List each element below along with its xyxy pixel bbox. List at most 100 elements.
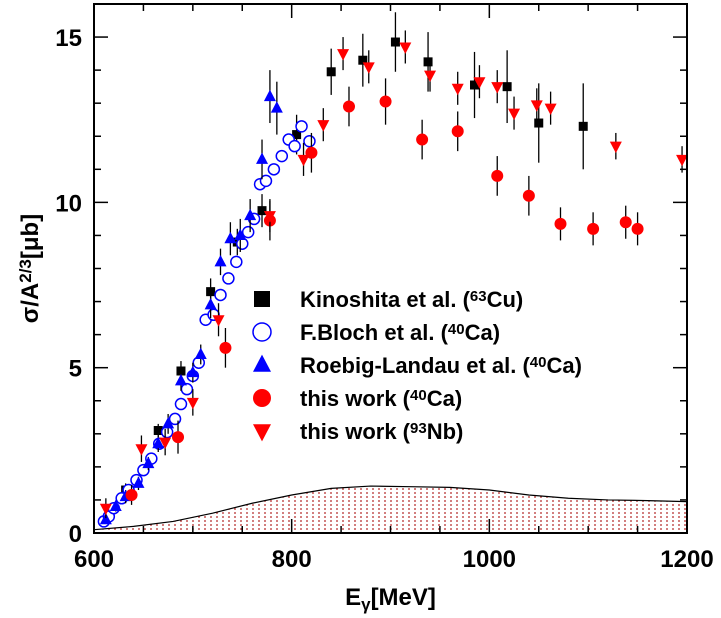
data-point [222,272,235,285]
data-point [214,254,227,267]
data-point [263,89,276,102]
x-tick-label: 800 [272,546,312,573]
data-point [204,297,217,310]
data-point [399,42,412,54]
data-point [423,57,433,67]
data-point [491,169,504,182]
data-point [390,37,400,47]
data-point [544,103,557,116]
data-point [153,426,163,436]
data-point [578,121,588,131]
data-point [451,125,464,138]
data-point [234,228,247,240]
data-point [292,130,302,140]
data-point [303,134,316,148]
legend-marker [253,389,271,407]
series-2 [99,70,283,525]
y-tick-label: 0 [69,521,82,548]
data-point [159,437,172,449]
x-tick-label: 1000 [463,546,516,573]
legend-label: this work (93Nb) [300,419,463,444]
data-point [530,100,543,112]
data-point [152,436,165,449]
data-point [297,154,310,167]
data-point [263,211,276,223]
data-point [244,208,257,221]
data-point [224,231,237,244]
data-point [379,95,392,108]
data-point [631,222,644,235]
legend: Kinoshita et al. (63Cu) F.Bloch et al. (4… [252,287,582,444]
data-point [554,217,567,230]
data-point [142,456,155,469]
data-point [219,341,232,354]
data-point [109,499,122,512]
x-axis-title: Eγ[MeV] [345,584,436,614]
legend-label: Kinoshita et al. (63Cu) [300,287,523,312]
data-point [162,416,175,429]
data-point [358,55,368,65]
data-point [416,133,429,146]
series-layer [97,12,689,528]
data-point [337,49,350,61]
legend-marker [254,291,270,307]
data-point [275,149,289,163]
data-point [241,225,255,239]
series-1 [97,120,316,528]
legend-label: this work (40Ca) [300,386,462,411]
data-point [619,216,632,229]
data-point [502,82,512,92]
data-point [295,120,308,133]
data-point [256,152,269,164]
data-point [317,120,330,132]
data-point [473,77,486,89]
data-point [491,82,504,94]
legend-label: Roebig-Landau et al. (40Ca) [300,353,582,378]
systematic-band-edge [93,485,688,531]
data-point [288,139,301,153]
data-point [534,118,544,128]
data-point [676,154,689,167]
data-point [522,189,535,202]
data-point [470,80,480,90]
systematic-band-fill [94,486,687,533]
tick-layer: 600 800 1000 1200 0 5 10 15 [55,3,714,573]
legend-marker [253,354,271,372]
data-point [99,512,112,525]
x-tick-label: 1200 [660,546,713,573]
series-3 [125,78,644,505]
data-point [132,476,145,488]
data-point [168,412,182,426]
data-point [186,365,199,378]
data-point [508,108,521,121]
data-point [257,206,267,216]
data-point [230,255,243,269]
data-point [451,83,464,96]
data-point [609,141,622,154]
data-point [174,374,187,386]
legend-marker [253,424,271,442]
legend-label: F.Bloch et al. (40Ca) [300,320,500,345]
data-point [587,222,600,235]
legend-marker [252,322,272,342]
data-point [424,70,437,82]
data-point [270,101,283,113]
data-point [362,62,375,74]
data-point [267,163,281,176]
data-point [326,67,336,77]
data-point [125,488,138,501]
data-point [212,315,225,327]
y-tick-label: 15 [55,25,82,52]
plot-frame [93,3,688,534]
data-point [342,100,355,113]
y-axis-title: σ/A2/3[μb] [16,214,44,323]
data-point [135,444,148,456]
y-tick-label: 10 [55,190,82,217]
data-point [214,288,227,302]
systematic-band-layer [93,485,688,533]
data-point [194,347,207,359]
series-4 [99,30,689,519]
data-point [259,174,273,188]
data-point [186,397,199,410]
